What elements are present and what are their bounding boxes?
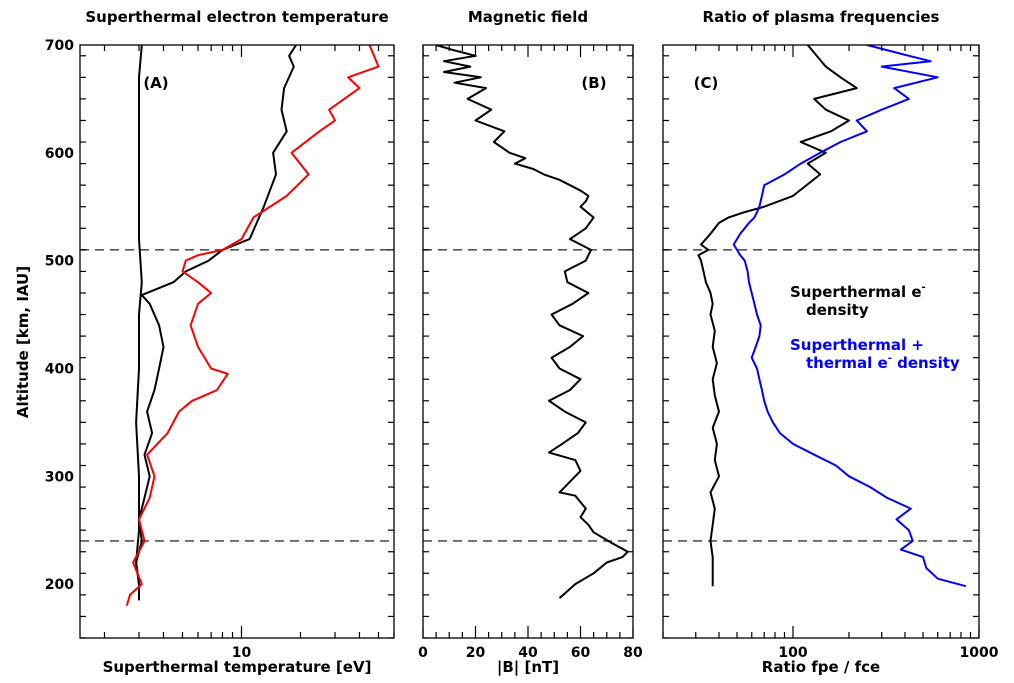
panel-a-series-0-line xyxy=(135,45,143,601)
panel-a-x-tick-label-10: 10 xyxy=(232,645,252,661)
panel-b-frame xyxy=(422,44,634,639)
y-tick-label-500: 500 xyxy=(45,254,74,270)
legend-blue-text2: thermal e xyxy=(806,354,888,372)
legend-blue-sup: - xyxy=(888,353,892,364)
panel-c-frame xyxy=(662,44,980,639)
panel-b-label: (B) xyxy=(581,74,606,92)
panel-a-series-2-line xyxy=(125,45,380,606)
legend-black-line1: Superthermal e- xyxy=(790,282,926,301)
panel-c-series-group xyxy=(697,45,967,588)
panel-a-x-axis-label: Superthermal temperature [eV] xyxy=(103,658,372,676)
panel-c-label: (C) xyxy=(694,74,719,92)
panel-b-x-tick-label-0: 0 xyxy=(418,645,428,661)
y-tick-label-600: 600 xyxy=(45,146,74,162)
panel-c-x-tick-label-1000: 1000 xyxy=(960,645,999,661)
panel-a-title: Superthermal electron temperature xyxy=(85,8,388,26)
panel-b-title: Magnetic field xyxy=(468,8,588,26)
panel-a-series-group xyxy=(125,45,380,606)
panel-b-series-0-line xyxy=(435,45,629,599)
y-axis-label: Altitude [km, IAU] xyxy=(14,266,32,418)
panel-a-frame xyxy=(79,44,395,639)
panel-c-series-0-line xyxy=(697,45,858,587)
panel-c-x-tick-label-100: 100 xyxy=(778,645,807,661)
y-tick-label-700: 700 xyxy=(45,38,74,54)
legend-black-sup: - xyxy=(922,282,926,293)
panel-a-label: (A) xyxy=(143,74,168,92)
panel-b-x-tick-label-60: 60 xyxy=(571,645,591,661)
y-tick-label-200: 200 xyxy=(45,577,74,593)
panel-b-x-axis-label: |B| [nT] xyxy=(497,658,559,677)
panel-b-series-group xyxy=(435,45,629,599)
legend-blue-line1: Superthermal + xyxy=(790,336,924,354)
panel-b-x-tick-label-20: 20 xyxy=(466,645,486,661)
panel-b-x-tick-label-80: 80 xyxy=(623,645,643,661)
y-tick-label-400: 400 xyxy=(45,361,74,377)
panel-c-title: Ratio of plasma frequencies xyxy=(703,8,940,26)
legend-black-text1: Superthermal e xyxy=(790,283,922,301)
panel-a-series-1-line xyxy=(135,45,297,601)
panel-c-series-1-line xyxy=(732,45,967,588)
panel-b-x-tick-label-40: 40 xyxy=(518,645,538,661)
legend-blue-text3: density xyxy=(892,354,960,372)
legend-black-line2: density xyxy=(806,301,869,319)
legend-blue-line2: thermal e- density xyxy=(806,353,960,372)
panel-c-x-axis-label: Ratio fpe / fce xyxy=(762,658,880,676)
y-tick-label-300: 300 xyxy=(45,469,74,485)
